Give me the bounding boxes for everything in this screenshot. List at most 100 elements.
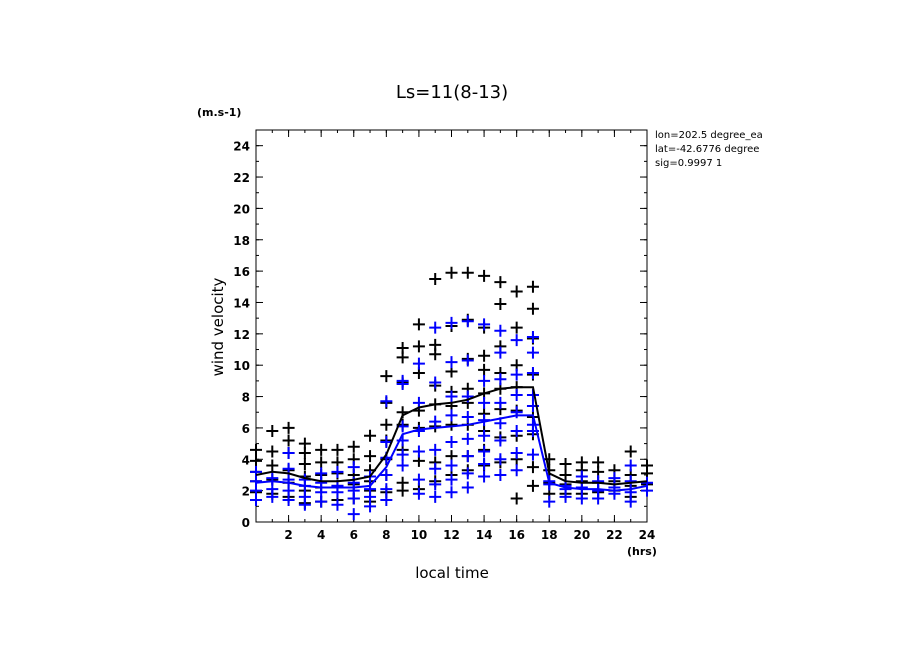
data-point-marker xyxy=(461,481,474,494)
data-point-marker xyxy=(331,465,344,478)
data-point-marker xyxy=(478,318,491,331)
data-point-marker xyxy=(380,494,393,507)
data-point-marker xyxy=(445,486,458,499)
data-point-marker xyxy=(494,324,507,337)
data-point-marker xyxy=(478,396,491,409)
y-axis-label: wind velocity xyxy=(209,277,227,376)
x-tick-label: 22 xyxy=(606,528,623,542)
x-tick-label: 18 xyxy=(541,528,558,542)
x-tick-label: 8 xyxy=(382,528,390,542)
data-marks xyxy=(250,266,653,521)
chart-title: Ls=11(8-13) xyxy=(396,82,508,103)
x-tick-label: 20 xyxy=(573,528,590,542)
data-point-marker xyxy=(494,468,507,481)
y-tick-label: 20 xyxy=(233,202,250,216)
data-point-marker xyxy=(445,473,458,486)
data-point-marker xyxy=(412,340,425,353)
data-point-marker xyxy=(429,490,442,503)
y-tick-label: 12 xyxy=(233,328,250,342)
data-point-marker xyxy=(624,445,637,458)
x-tick-label: 10 xyxy=(411,528,428,542)
data-point-marker xyxy=(461,315,474,328)
data-point-marker xyxy=(608,472,621,485)
data-point-marker xyxy=(510,285,523,298)
data-point-marker xyxy=(526,367,539,380)
info-line-lon: lon=202.5 degree_ea xyxy=(655,130,763,141)
data-point-marker xyxy=(559,457,572,470)
data-point-marker xyxy=(412,445,425,458)
data-point-marker xyxy=(250,465,262,478)
mean-line xyxy=(255,386,648,486)
data-point-marker xyxy=(429,376,442,389)
data-point-marker xyxy=(526,302,539,315)
data-point-marker xyxy=(412,357,425,370)
mean-line xyxy=(255,414,648,492)
data-point-marker xyxy=(396,459,409,472)
data-point-marker xyxy=(445,266,458,279)
data-point-marker xyxy=(282,484,295,497)
x-unit-label: (hrs) xyxy=(627,545,657,558)
data-point-marker xyxy=(510,464,523,477)
y-tick-label: 18 xyxy=(233,234,250,248)
data-point-marker xyxy=(380,395,393,408)
data-point-marker xyxy=(396,374,409,387)
data-point-marker xyxy=(559,468,572,481)
data-point-marker xyxy=(429,415,442,428)
data-point-marker xyxy=(526,479,539,492)
data-point-marker xyxy=(494,453,507,466)
data-point-marker xyxy=(510,321,523,334)
data-point-marker xyxy=(315,467,328,480)
data-point-marker xyxy=(429,478,442,491)
data-point-marker xyxy=(478,429,491,442)
data-point-marker xyxy=(478,470,491,483)
data-point-marker xyxy=(380,418,393,431)
y-tick-label: 4 xyxy=(242,453,250,467)
data-point-marker xyxy=(461,467,474,480)
data-point-marker xyxy=(543,495,556,508)
data-point-marker xyxy=(575,456,588,469)
info-line-sig: sig=0.9997 1 xyxy=(655,158,722,169)
data-point-marker xyxy=(282,447,295,460)
data-point-marker xyxy=(543,453,556,466)
y-tick-label: 6 xyxy=(242,422,250,436)
data-point-marker xyxy=(478,374,491,387)
x-tick-label: 24 xyxy=(639,528,656,542)
data-point-marker xyxy=(494,434,507,447)
data-point-marker xyxy=(396,448,409,461)
data-point-marker xyxy=(494,396,507,409)
data-point-marker xyxy=(510,368,523,381)
data-point-marker xyxy=(298,490,311,503)
y-tick-label: 22 xyxy=(233,171,250,185)
y-tick-label: 8 xyxy=(242,391,250,405)
data-point-marker xyxy=(461,432,474,445)
data-point-marker xyxy=(461,410,474,423)
data-point-marker xyxy=(315,443,328,456)
data-point-marker xyxy=(331,498,344,511)
data-point-marker xyxy=(298,437,311,450)
data-point-marker xyxy=(526,461,539,474)
data-point-marker xyxy=(478,445,491,458)
data-point-marker xyxy=(592,475,605,488)
data-point-marker xyxy=(250,454,262,467)
data-point-marker xyxy=(347,461,360,474)
data-point-marker xyxy=(592,456,605,469)
data-point-marker xyxy=(331,443,344,456)
data-point-marker xyxy=(494,298,507,311)
data-point-marker xyxy=(315,456,328,469)
data-point-marker xyxy=(494,373,507,386)
data-point-marker xyxy=(266,459,279,472)
info-line-lat: lat=-42.6776 degree xyxy=(655,144,759,155)
data-point-marker xyxy=(445,409,458,422)
x-tick-label: 2 xyxy=(284,528,292,542)
axis-ticks: 2 4 6 8 10 12 14 16 18 20 22 2402468101214161820222… xyxy=(233,129,656,542)
data-point-marker xyxy=(510,447,523,460)
data-point-marker xyxy=(641,459,653,472)
data-point-marker xyxy=(266,445,279,458)
data-point-marker xyxy=(494,346,507,359)
data-point-marker xyxy=(347,508,360,521)
data-point-marker xyxy=(510,492,523,505)
x-axis-label: local time xyxy=(415,564,489,582)
y-unit-label: (m.s-1) xyxy=(197,106,241,119)
data-point-marker xyxy=(526,346,539,359)
